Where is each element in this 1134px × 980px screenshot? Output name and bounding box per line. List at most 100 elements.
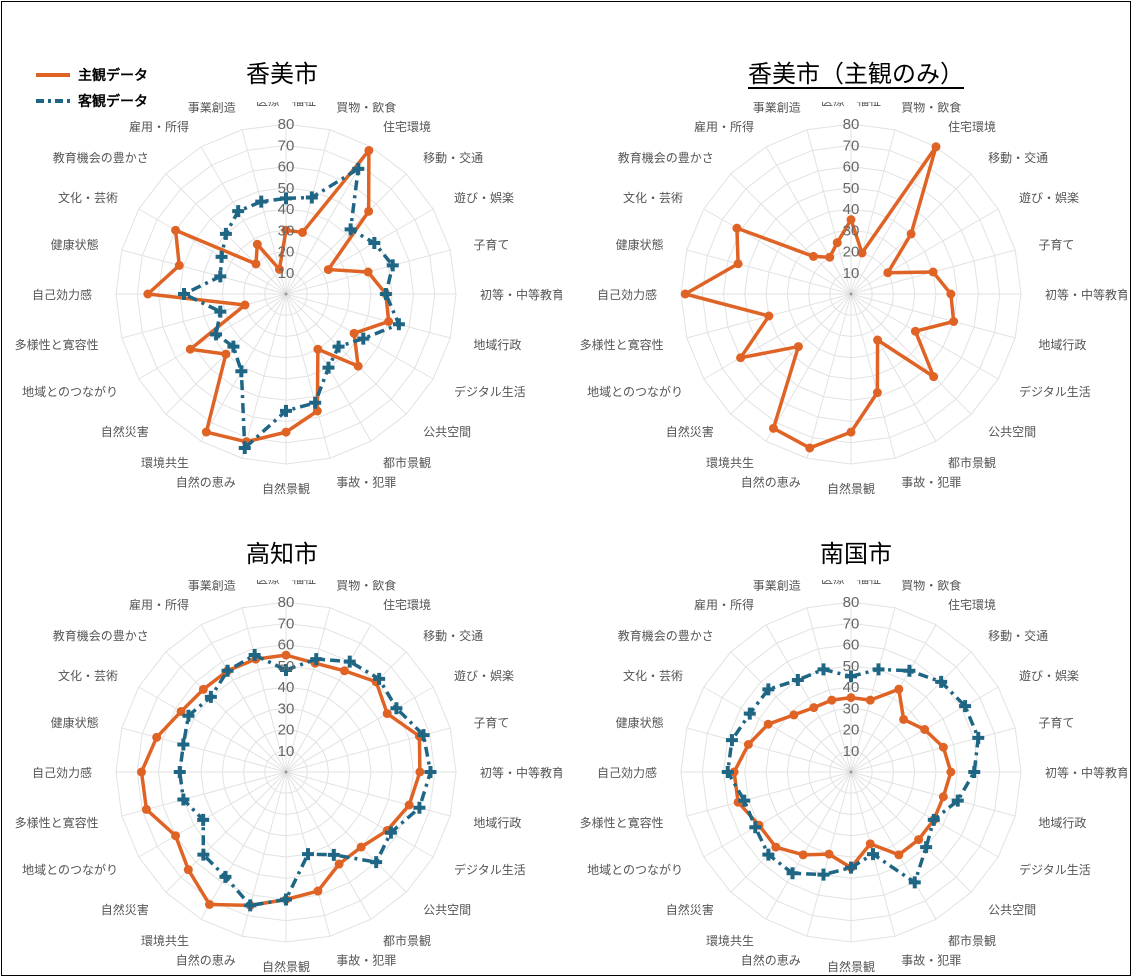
axis-label: 医療・福祉 (256, 102, 316, 108)
data-point-subjective (323, 265, 333, 275)
data-point-objective (280, 192, 292, 205)
data-point-subjective (846, 215, 856, 225)
data-point-subjective (946, 289, 956, 299)
tick-label: 70 (278, 137, 295, 154)
axis-label: 自然の恵み (176, 474, 236, 489)
data-point-subjective (349, 328, 359, 338)
data-point-objective (182, 709, 195, 722)
data-point-objective (244, 899, 257, 912)
data-point-subjective (281, 225, 291, 235)
tick-label: 50 (278, 658, 295, 675)
data-point-subjective (240, 300, 250, 310)
data-point-subjective (928, 267, 938, 277)
panel-title-kami-subjective-only: 香美市（主観のみ） (748, 60, 964, 88)
axis-label: 健康状態 (616, 237, 664, 252)
grid-spoke (806, 293, 852, 459)
data-point-subjective (894, 850, 904, 860)
data-point-subjective (824, 849, 834, 859)
legend-swatch-objective (36, 99, 70, 103)
axis-label: 環境共生 (141, 933, 189, 948)
radar-center (849, 292, 853, 296)
data-point-subjective (946, 767, 956, 777)
data-point-objective (310, 653, 323, 666)
axis-label: 子育て (473, 715, 509, 730)
grid-spoke (285, 293, 451, 339)
data-point-objective (379, 288, 392, 300)
series-objective (173, 649, 437, 912)
data-point-objective (935, 675, 948, 688)
data-point-subjective (789, 710, 799, 720)
data-point-objective (214, 305, 227, 318)
data-point-objective (343, 655, 356, 668)
data-point-objective (327, 848, 340, 861)
data-point-objective (392, 318, 405, 331)
data-point-objective (357, 332, 370, 345)
grid-spoke (806, 607, 852, 773)
grid-spoke (121, 249, 287, 295)
legend-swatch-subjective (36, 73, 70, 77)
data-point-subjective (894, 684, 904, 694)
data-point-subjective (938, 792, 948, 802)
axis-label: デジタル生活 (454, 862, 526, 877)
axis-label: 遊び・娯楽 (454, 190, 514, 205)
data-point-objective (305, 191, 318, 204)
tick-label: 60 (843, 637, 860, 654)
legend-label-objective: 客観データ (78, 94, 148, 110)
data-point-objective (178, 288, 190, 300)
data-point-subjective (334, 859, 344, 869)
grid-spoke (730, 173, 852, 295)
grid-spoke (138, 771, 287, 858)
data-point-objective (386, 259, 399, 272)
axis-label: 医療・福祉 (821, 580, 881, 586)
data-point-subjective (798, 850, 808, 860)
axis-label: 公共空間 (423, 903, 471, 917)
grid-spoke (850, 771, 1016, 817)
axis-label: 子育て (1038, 715, 1074, 730)
grid-spoke (200, 293, 287, 442)
data-point-subjective (356, 842, 366, 852)
grid-spoke (285, 771, 451, 817)
data-point-objective (219, 227, 232, 240)
axis-label: 医療・福祉 (256, 580, 316, 586)
axis-label: 多様性と寛容性 (15, 815, 99, 830)
axis-label: 自然景観 (262, 481, 310, 496)
data-point-subjective (313, 886, 323, 896)
axis-label: 事業創造 (188, 102, 236, 115)
tick-label: 30 (278, 700, 295, 717)
data-point-subjective (404, 800, 414, 810)
data-point-objective (221, 664, 234, 677)
grid-spoke (850, 727, 1016, 773)
data-point-objective (749, 821, 762, 834)
grid-spoke (285, 686, 434, 773)
axis-label: 買物・飲食 (336, 580, 396, 593)
data-point-objective (280, 893, 292, 906)
axis-label: 子育て (473, 237, 509, 252)
data-point-subjective (743, 740, 753, 750)
grid-spoke (850, 607, 896, 773)
grid-spoke (285, 129, 331, 295)
grid-spoke (850, 651, 972, 773)
grid-spoke (703, 208, 852, 295)
data-point-subjective (736, 353, 746, 363)
axis-label: 地域行政 (1038, 338, 1086, 352)
grid-spoke (285, 771, 372, 920)
axis-label: 買物・飲食 (901, 102, 961, 115)
data-point-objective (322, 361, 335, 374)
tick-label: 20 (843, 244, 860, 261)
axis-label: 教育機会の豊かさ (53, 150, 149, 165)
tick-label: 80 (278, 116, 295, 133)
data-point-objective (255, 195, 268, 208)
data-point-objective (235, 365, 248, 378)
axis-label: 事業創造 (753, 580, 801, 593)
grid-spoke (850, 146, 937, 295)
axis-label: 多様性と寛容性 (15, 337, 99, 352)
axis-label: 雇用・所得 (129, 597, 189, 612)
data-point-subjective (764, 311, 774, 321)
grid-spoke (285, 173, 407, 295)
data-point-subjective (201, 427, 211, 437)
axis-label: 事業創造 (753, 102, 801, 115)
axis-label: 移動・交通 (423, 150, 483, 165)
data-point-objective (786, 867, 799, 880)
radar-chart-kami-subjective-only: 10 20 30 40 50 60 70 80 医療・福祉 買物・飲食住宅環境移動・交通遊び・娯楽… (580, 102, 1127, 496)
data-point-objective (204, 690, 217, 703)
